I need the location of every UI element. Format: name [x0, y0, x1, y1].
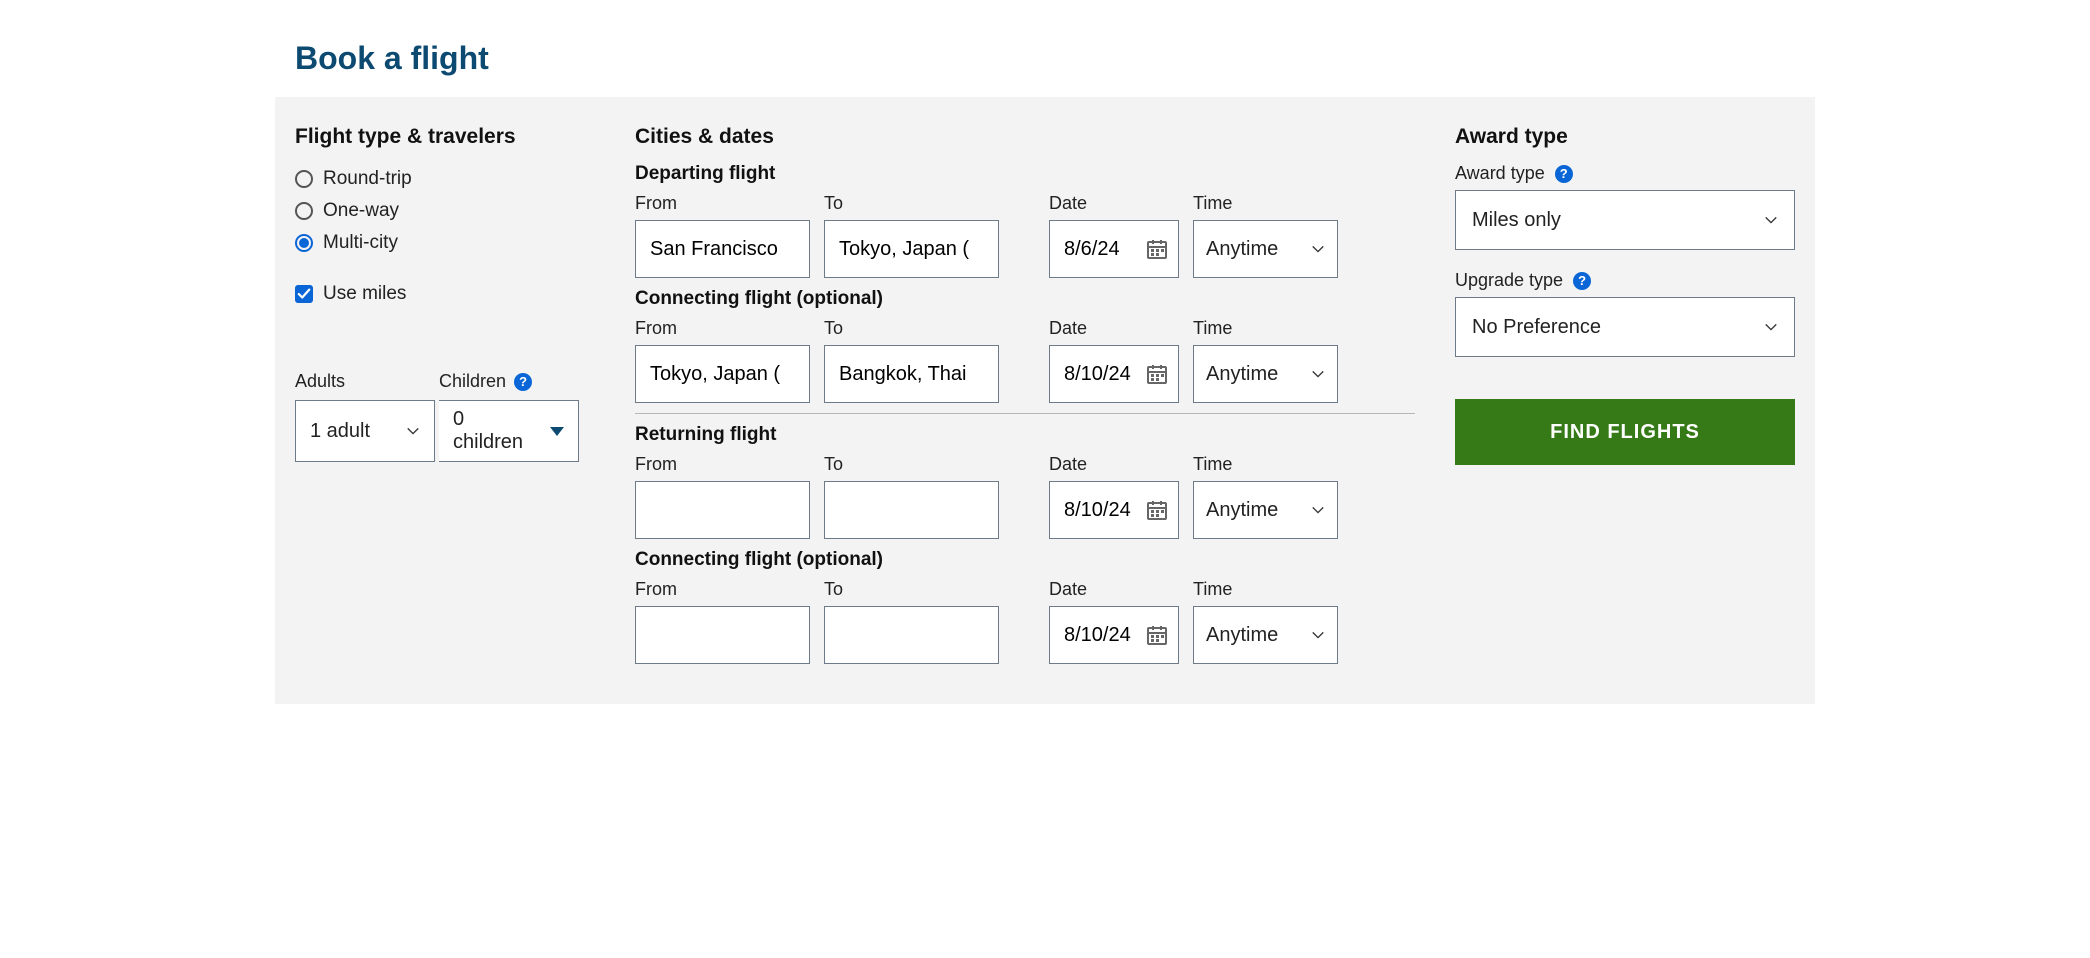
- flight-segment: Returning flight From To Date Time Anytime: [635, 424, 1415, 539]
- chevron-down-icon: [1311, 503, 1325, 517]
- use-miles-checkbox[interactable]: Use miles: [295, 277, 595, 311]
- cities-dates-heading: Cities & dates: [635, 125, 1415, 149]
- adults-value: 1 adult: [310, 420, 370, 443]
- date-label: Date: [1049, 318, 1179, 339]
- checkbox-label: Use miles: [323, 283, 406, 305]
- segment-title: Returning flight: [635, 424, 1415, 446]
- chevron-down-icon: [1764, 213, 1778, 227]
- upgrade-type-value: No Preference: [1472, 316, 1601, 339]
- time-label: Time: [1193, 193, 1338, 214]
- date-input[interactable]: [1049, 481, 1179, 539]
- segments-container: Departing flightFromToDateTimeAnytimeCon…: [635, 163, 1415, 664]
- to-input[interactable]: [824, 606, 999, 664]
- booking-panel: Flight type & travelers Round-trip One-w…: [275, 97, 1815, 704]
- triangle-down-icon: [550, 427, 564, 436]
- adults-label: Adults: [295, 371, 435, 392]
- to-input[interactable]: [824, 220, 999, 278]
- upgrade-type-select[interactable]: No Preference: [1455, 297, 1795, 357]
- children-label-text: Children: [439, 371, 506, 392]
- award-type-value: Miles only: [1472, 209, 1561, 232]
- trip-type-radio-group: Round-trip One-way Multi-city: [295, 163, 595, 259]
- from-label: From: [635, 454, 810, 475]
- from-input[interactable]: [635, 606, 810, 664]
- from-input[interactable]: [635, 481, 810, 539]
- radio-multi-city[interactable]: Multi-city: [295, 227, 595, 259]
- date-input[interactable]: [1049, 606, 1179, 664]
- award-type-heading: Award type: [1455, 125, 1795, 149]
- to-label: To: [824, 579, 999, 600]
- time-value: Anytime: [1206, 363, 1278, 386]
- flight-segment: Connecting flight (optional) From To Date Ti…: [635, 288, 1415, 414]
- radio-label: Round-trip: [323, 168, 412, 190]
- to-label: To: [824, 454, 999, 475]
- radio-round-trip[interactable]: Round-trip: [295, 163, 595, 195]
- radio-label: One-way: [323, 200, 399, 222]
- award-type-select[interactable]: Miles only: [1455, 190, 1795, 250]
- to-label: To: [824, 318, 999, 339]
- to-input[interactable]: [824, 481, 999, 539]
- date-label: Date: [1049, 193, 1179, 214]
- upgrade-type-label-text: Upgrade type: [1455, 270, 1563, 291]
- from-label: From: [635, 193, 810, 214]
- upgrade-type-label: Upgrade type ?: [1455, 270, 1795, 291]
- chevron-down-icon: [1311, 242, 1325, 256]
- children-value: 0 children: [453, 408, 532, 454]
- flight-type-heading: Flight type & travelers: [295, 125, 595, 149]
- time-label: Time: [1193, 318, 1338, 339]
- from-label: From: [635, 318, 810, 339]
- help-icon[interactable]: ?: [1573, 272, 1591, 290]
- from-label: From: [635, 579, 810, 600]
- time-label: Time: [1193, 579, 1338, 600]
- award-type-label-text: Award type: [1455, 163, 1545, 184]
- chevron-down-icon: [1764, 320, 1778, 334]
- time-value: Anytime: [1206, 238, 1278, 261]
- from-input[interactable]: [635, 220, 810, 278]
- radio-icon: [295, 170, 313, 188]
- checkbox-checked-icon: [295, 285, 313, 303]
- to-input[interactable]: [824, 345, 999, 403]
- award-type-section: Award type Award type ? Miles only Upgra…: [1455, 125, 1795, 465]
- children-select[interactable]: 0 children: [439, 400, 579, 462]
- to-label: To: [824, 193, 999, 214]
- from-input[interactable]: [635, 345, 810, 403]
- chevron-down-icon: [406, 424, 420, 438]
- chevron-down-icon: [1311, 628, 1325, 642]
- time-select[interactable]: Anytime: [1193, 345, 1338, 403]
- segment-title: Connecting flight (optional): [635, 549, 1415, 571]
- page-title: Book a flight: [275, 0, 1815, 97]
- radio-label: Multi-city: [323, 232, 398, 254]
- cities-dates-section: Cities & dates Departing flight From To Dat…: [635, 125, 1415, 664]
- segment-divider: [635, 413, 1415, 414]
- help-icon[interactable]: ?: [514, 373, 532, 391]
- time-value: Anytime: [1206, 624, 1278, 647]
- radio-icon: [295, 202, 313, 220]
- radio-icon: [295, 234, 313, 252]
- time-select[interactable]: Anytime: [1193, 606, 1338, 664]
- flight-segment: Departing flight From To Date Time Anytime: [635, 163, 1415, 278]
- time-select[interactable]: Anytime: [1193, 481, 1338, 539]
- date-input[interactable]: [1049, 220, 1179, 278]
- chevron-down-icon: [1311, 367, 1325, 381]
- flight-segment: Connecting flight (optional) From To Date Ti…: [635, 549, 1415, 664]
- segment-title: Departing flight: [635, 163, 1415, 185]
- find-flights-button[interactable]: FIND FLIGHTS: [1455, 399, 1795, 465]
- date-label: Date: [1049, 579, 1179, 600]
- children-label: Children ?: [439, 371, 579, 392]
- segment-title: Connecting flight (optional): [635, 288, 1415, 310]
- flight-type-travelers-section: Flight type & travelers Round-trip One-w…: [295, 125, 595, 462]
- radio-one-way[interactable]: One-way: [295, 195, 595, 227]
- time-label: Time: [1193, 454, 1338, 475]
- award-type-label: Award type ?: [1455, 163, 1795, 184]
- date-label: Date: [1049, 454, 1179, 475]
- help-icon[interactable]: ?: [1555, 165, 1573, 183]
- time-select[interactable]: Anytime: [1193, 220, 1338, 278]
- time-value: Anytime: [1206, 499, 1278, 522]
- adults-select[interactable]: 1 adult: [295, 400, 435, 462]
- date-input[interactable]: [1049, 345, 1179, 403]
